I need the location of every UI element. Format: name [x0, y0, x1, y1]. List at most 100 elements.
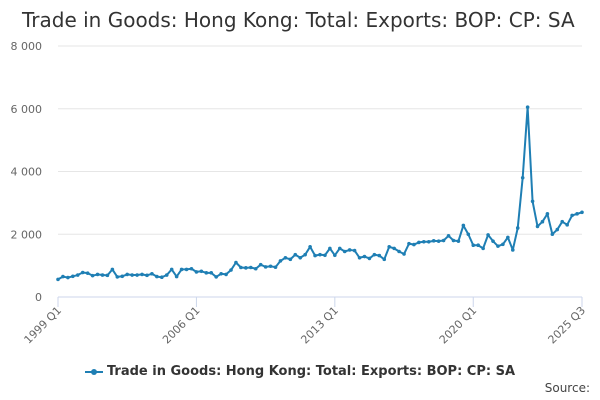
data-point[interactable] — [263, 265, 268, 269]
data-point[interactable] — [476, 243, 480, 248]
data-point[interactable] — [308, 245, 312, 249]
data-point[interactable] — [115, 275, 120, 279]
data-point[interactable] — [491, 239, 495, 243]
data-point[interactable] — [150, 271, 154, 276]
data-point[interactable] — [239, 265, 243, 270]
data-point[interactable] — [258, 262, 263, 267]
data-point[interactable] — [347, 248, 352, 252]
data-point[interactable] — [471, 243, 476, 248]
data-point[interactable] — [199, 269, 204, 274]
data-point[interactable] — [56, 277, 60, 282]
data-point[interactable] — [298, 255, 303, 260]
data-point[interactable] — [496, 244, 500, 248]
data-point[interactable] — [352, 248, 357, 253]
data-point[interactable] — [362, 254, 367, 259]
data-point[interactable] — [61, 274, 65, 279]
data-point[interactable] — [451, 238, 456, 243]
data-point[interactable] — [377, 253, 382, 258]
data-point[interactable] — [422, 239, 426, 244]
data-point[interactable] — [135, 273, 139, 277]
data-point[interactable] — [392, 246, 396, 251]
data-point[interactable] — [501, 242, 505, 247]
data-point[interactable] — [85, 271, 90, 275]
data-point[interactable] — [313, 253, 317, 258]
data-point[interactable] — [71, 274, 75, 279]
data-point[interactable] — [303, 252, 307, 257]
data-point[interactable] — [540, 219, 545, 224]
data-point[interactable] — [120, 274, 125, 279]
data-point[interactable] — [510, 248, 515, 252]
data-point[interactable] — [140, 272, 144, 277]
data-point[interactable] — [209, 271, 214, 275]
data-point[interactable] — [337, 246, 342, 251]
series-group[interactable] — [56, 105, 584, 282]
data-point[interactable] — [75, 273, 80, 277]
data-point[interactable] — [545, 212, 550, 216]
data-point[interactable] — [323, 253, 327, 258]
data-point[interactable] — [253, 266, 258, 271]
data-point[interactable] — [110, 267, 115, 272]
data-point[interactable] — [530, 199, 535, 204]
data-point[interactable] — [456, 239, 461, 243]
data-point[interactable] — [100, 273, 105, 277]
data-point[interactable] — [229, 268, 233, 272]
data-point[interactable] — [273, 265, 278, 269]
data-point[interactable] — [125, 272, 130, 277]
data-point[interactable] — [570, 213, 574, 218]
data-point[interactable] — [387, 245, 392, 249]
data-point[interactable] — [446, 234, 451, 238]
data-point[interactable] — [283, 255, 288, 260]
data-point[interactable] — [145, 273, 149, 278]
data-point[interactable] — [155, 274, 159, 279]
data-point[interactable] — [431, 239, 436, 243]
data-point[interactable] — [412, 242, 416, 247]
data-point[interactable] — [372, 252, 377, 257]
data-point[interactable] — [66, 275, 70, 280]
data-point[interactable] — [342, 249, 347, 254]
data-point[interactable] — [278, 259, 283, 263]
data-point[interactable] — [565, 223, 569, 227]
data-point[interactable] — [288, 257, 293, 262]
data-point[interactable] — [367, 256, 372, 261]
data-point[interactable] — [174, 274, 179, 279]
data-point[interactable] — [189, 266, 194, 271]
data-point[interactable] — [80, 270, 85, 275]
data-point[interactable] — [164, 273, 169, 277]
data-point[interactable] — [105, 273, 110, 278]
data-point[interactable] — [555, 227, 560, 232]
data-point[interactable] — [90, 273, 95, 278]
data-point[interactable] — [214, 275, 218, 279]
data-point[interactable] — [169, 267, 174, 272]
data-point[interactable] — [293, 252, 298, 257]
data-point[interactable] — [219, 271, 223, 276]
data-point[interactable] — [268, 264, 273, 269]
data-point[interactable] — [95, 272, 100, 277]
data-point[interactable] — [436, 239, 441, 243]
data-point[interactable] — [575, 212, 579, 216]
data-point[interactable] — [184, 267, 189, 272]
data-point[interactable] — [244, 266, 248, 270]
data-point[interactable] — [550, 232, 555, 237]
data-point[interactable] — [535, 224, 540, 229]
data-point[interactable] — [466, 232, 471, 237]
data-point[interactable] — [382, 257, 387, 262]
data-point[interactable] — [417, 240, 421, 245]
data-point[interactable] — [402, 252, 406, 256]
data-point[interactable] — [130, 273, 134, 277]
data-point[interactable] — [580, 210, 584, 215]
data-point[interactable] — [194, 270, 199, 274]
data-point[interactable] — [481, 246, 485, 251]
data-point[interactable] — [560, 219, 565, 224]
data-point[interactable] — [248, 265, 253, 270]
data-point[interactable] — [234, 260, 238, 265]
data-point[interactable] — [397, 249, 401, 254]
data-point[interactable] — [204, 271, 209, 275]
data-point[interactable] — [525, 105, 530, 109]
data-point[interactable] — [357, 255, 362, 260]
data-point[interactable] — [160, 275, 164, 280]
data-point[interactable] — [318, 252, 322, 257]
data-point[interactable] — [426, 239, 431, 244]
data-point[interactable] — [515, 226, 520, 230]
data-point[interactable] — [441, 238, 446, 243]
data-point[interactable] — [333, 253, 337, 258]
